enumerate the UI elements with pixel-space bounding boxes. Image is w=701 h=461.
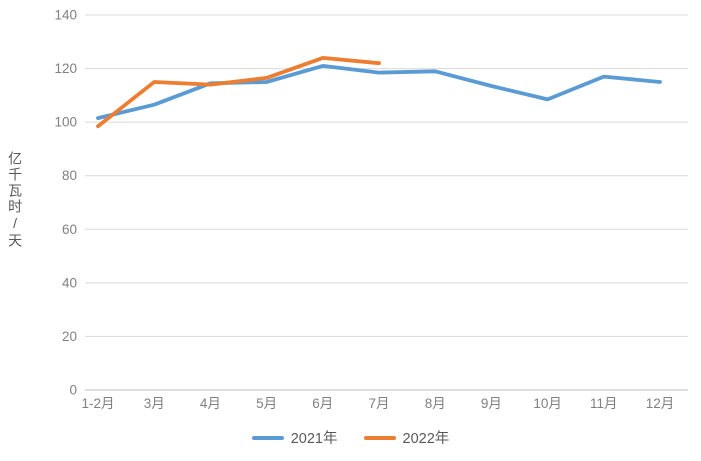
y-axis-title: 亿千瓦时/天 [7, 151, 24, 249]
legend-line-swatch [251, 435, 284, 440]
x-tick-label: 6月 [312, 396, 333, 411]
x-tick-label: 9月 [481, 396, 502, 411]
y-tick-label: 20 [62, 329, 77, 344]
y-tick-label: 140 [54, 8, 77, 23]
series-line-2021年 [96, 64, 662, 120]
x-tick-label: 11月 [590, 396, 618, 411]
x-tick-label: 3月 [144, 396, 165, 411]
y-tick-label: 100 [54, 115, 77, 130]
chart-legend: 2021年 2022年 [0, 427, 701, 448]
x-tick-label: 4月 [200, 396, 221, 411]
y-tick-label: 80 [62, 168, 77, 183]
y-tick-label: 40 [62, 275, 77, 290]
x-tick-label: 1-2月 [81, 396, 114, 411]
legend-item-2022年: 2022年 [363, 427, 450, 448]
legend-item-2021年: 2021年 [251, 427, 338, 448]
x-tick-label: 5月 [256, 396, 277, 411]
x-tick-label: 10月 [533, 396, 562, 411]
y-tick-label: 60 [62, 222, 77, 237]
x-tick-label: 7月 [368, 396, 389, 411]
x-tick-label: 12月 [646, 396, 675, 411]
series-line-2022年 [96, 56, 381, 129]
legend-label: 2021年 [290, 431, 338, 447]
y-tick-label: 120 [54, 61, 77, 76]
x-tick-label: 8月 [425, 396, 446, 411]
legend-label: 2022年 [402, 431, 450, 447]
y-tick-label: 0 [69, 383, 77, 398]
legend-line-swatch [363, 435, 396, 440]
